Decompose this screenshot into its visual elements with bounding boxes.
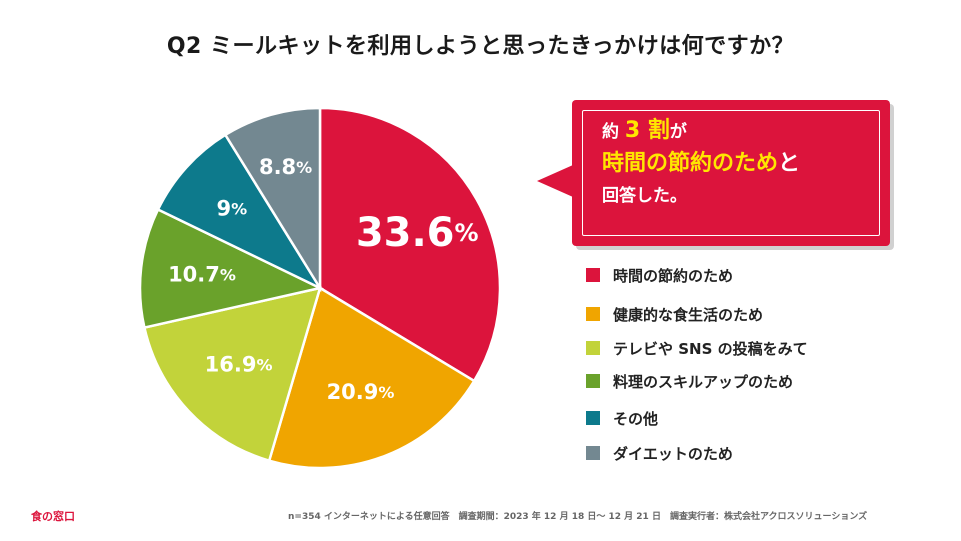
legend-swatch xyxy=(586,374,600,388)
legend-label: その他 xyxy=(613,409,659,428)
callout-border xyxy=(582,110,880,236)
legend-swatch xyxy=(586,307,600,321)
legend-item: 時間の節約のため xyxy=(586,263,916,287)
legend-item: 料理のスキルアップのため xyxy=(586,369,916,393)
legend-label: 時間の節約のため xyxy=(613,266,734,285)
legend-label: 料理のスキルアップのため xyxy=(613,372,794,391)
callout-text: 約 3 割が 時間の節約のためと 回答した。 xyxy=(602,116,800,211)
legend-item: テレビや SNS の投稿をみて xyxy=(586,336,916,360)
callout-line2-suffix: と xyxy=(778,151,801,176)
chart-title: Q2 ミールキットを利用しようと思ったきっかけは何ですか？ xyxy=(166,34,795,59)
slice-value-label: 33.6% xyxy=(356,210,479,256)
callout-box: 約 3 割が 時間の節約のためと 回答した。 xyxy=(572,100,890,246)
legend-swatch xyxy=(586,341,600,355)
legend-label: テレビや SNS の投稿をみて xyxy=(613,339,808,358)
slice-value-label: 10.7% xyxy=(168,262,236,286)
slice-value-label: 9% xyxy=(216,196,247,220)
legend-swatch xyxy=(586,268,600,282)
pie-slice xyxy=(138,207,324,330)
legend-item: ダイエットのため xyxy=(586,441,916,465)
slice-value-label: 16.9% xyxy=(205,352,273,376)
callout-line1-suffix: が xyxy=(669,122,687,142)
callout-line2-highlight: 時間の節約のため xyxy=(602,151,779,176)
pie-slice xyxy=(223,106,322,293)
pie-slice xyxy=(156,133,324,291)
legend-swatch xyxy=(586,411,600,425)
legend-label: 健康的な食生活のため xyxy=(613,305,764,324)
callout-line1-big: 3 割 xyxy=(624,118,670,143)
pie-slice xyxy=(142,286,322,463)
pie-slice xyxy=(267,286,476,470)
survey-footnote: n=354 インターネットによる任意回答 調査期間：2023 年 12 月 18… xyxy=(288,512,868,522)
legend-swatch xyxy=(586,446,600,460)
callout-tail xyxy=(537,165,573,197)
callout-line3: 回答した。 xyxy=(602,186,687,206)
brand-logo-text: 食の窓口 xyxy=(31,510,75,523)
callout-line1-prefix: 約 xyxy=(602,122,619,142)
slice-value-label: 20.9% xyxy=(327,380,395,404)
pie-slice xyxy=(318,106,502,383)
legend-label: ダイエットのため xyxy=(613,444,733,463)
legend-item: その他 xyxy=(586,406,916,430)
legend-item: 健康的な食生活のため xyxy=(586,302,916,326)
slice-value-label: 8.8% xyxy=(259,155,312,179)
